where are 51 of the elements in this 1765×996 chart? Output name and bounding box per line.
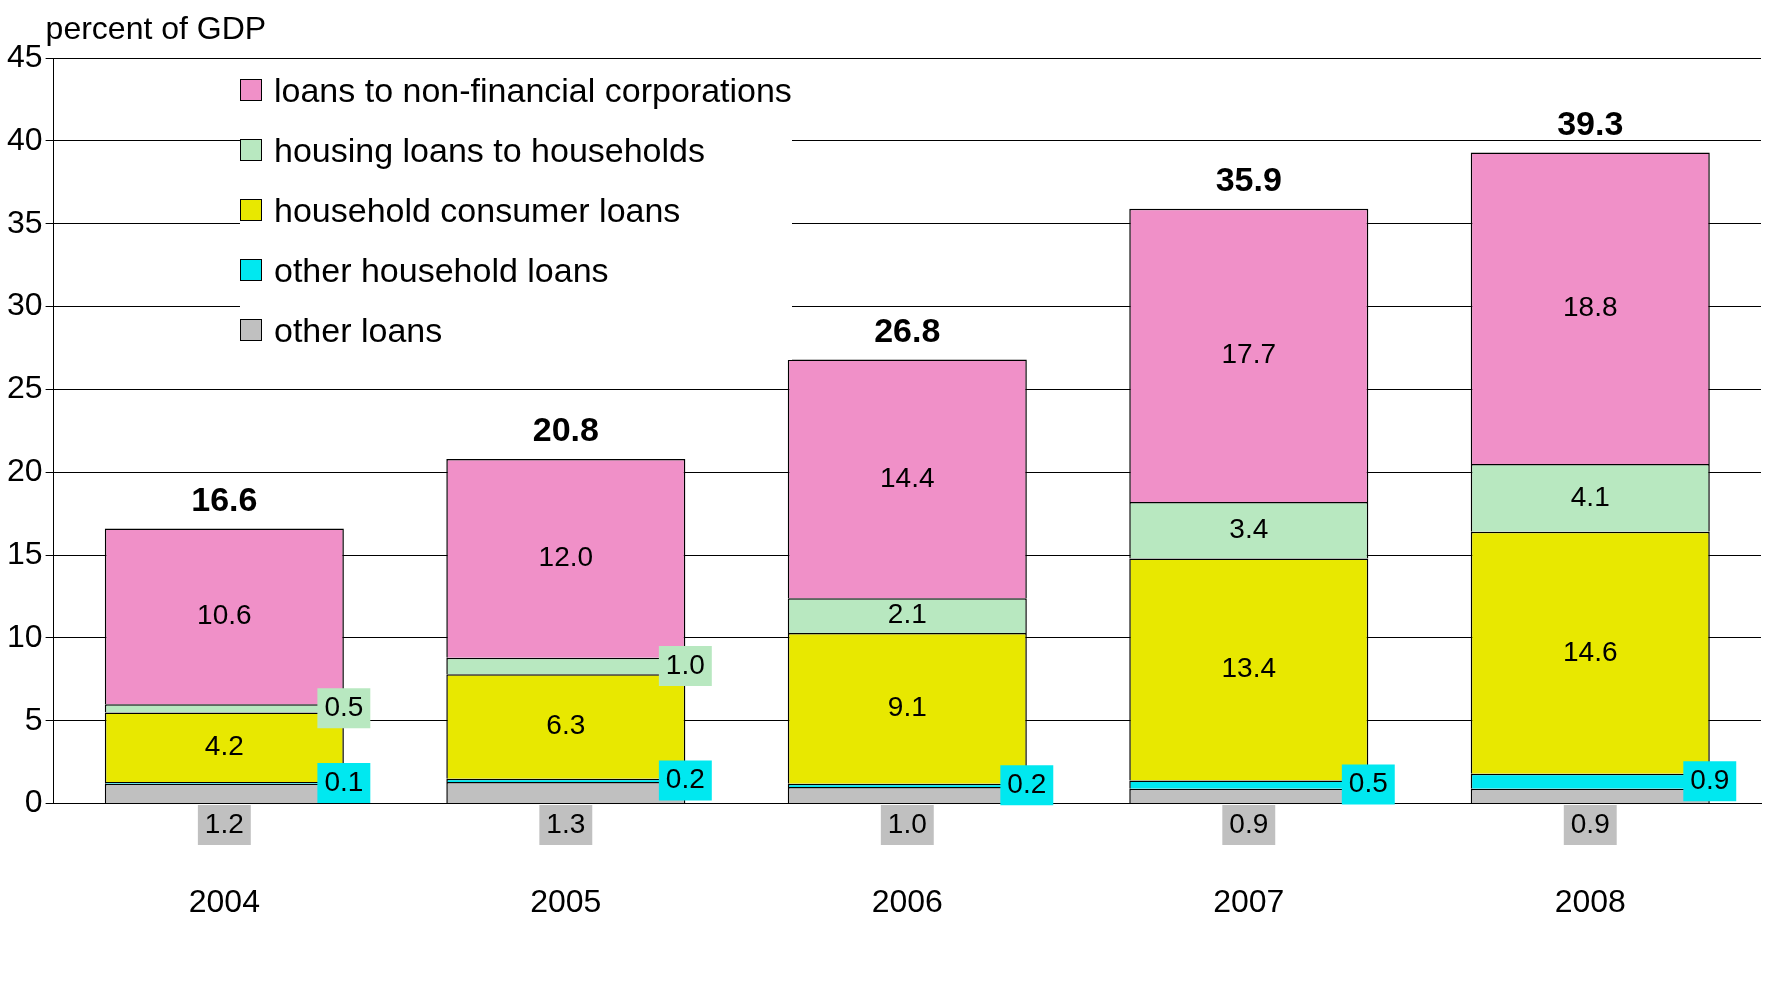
data-label: 6.3 — [546, 709, 586, 741]
data-label: 12.0 — [538, 541, 594, 573]
x-tick-label: 2005 — [530, 882, 602, 919]
y-tick-label: 15 — [7, 534, 43, 571]
legend-label: other household loans — [274, 250, 609, 290]
data-label: 0.9 — [1229, 807, 1269, 839]
legend-label: household consumer loans — [274, 190, 681, 230]
data-label: 14.4 — [880, 461, 935, 493]
legend-label: other loans — [274, 310, 443, 350]
legend-label: housing loans to households — [274, 130, 705, 170]
data-label: 4.2 — [204, 729, 244, 761]
legend-label: loans to non-financial corporations — [274, 70, 792, 110]
total-label: 20.8 — [532, 410, 599, 449]
data-label: 1.0 — [887, 807, 927, 839]
y-tick-label: 10 — [7, 617, 43, 654]
total-label: 26.8 — [874, 310, 941, 349]
data-label: 0.5 — [1348, 767, 1388, 799]
y-tick-label: 30 — [7, 286, 43, 323]
data-label: 0.2 — [1007, 768, 1047, 800]
data-label: 17.7 — [1221, 338, 1277, 370]
data-label: 18.8 — [1563, 290, 1618, 322]
y-axis-title: percent of GDP — [45, 9, 267, 46]
y-tick-label: 45 — [7, 37, 43, 74]
y-tick-label: 40 — [7, 120, 43, 157]
x-tick-label: 2008 — [1554, 882, 1626, 919]
data-label: 1.0 — [665, 648, 705, 680]
total-label: 39.3 — [1557, 103, 1624, 142]
x-tick-label: 2004 — [188, 882, 260, 919]
total-label: 16.6 — [191, 479, 258, 518]
y-tick-label: 20 — [7, 452, 43, 489]
data-label: 14.6 — [1563, 635, 1618, 667]
data-label: 4.1 — [1570, 480, 1610, 512]
data-label: 3.4 — [1229, 512, 1269, 544]
data-label: 1.3 — [546, 807, 586, 839]
data-label: 2.1 — [887, 598, 927, 630]
data-label: 13.4 — [1221, 652, 1277, 684]
y-tick-label: 0 — [24, 783, 43, 820]
total-label: 35.9 — [1215, 160, 1282, 199]
data-label: 0.9 — [1570, 807, 1610, 839]
y-tick-label: 35 — [7, 203, 43, 240]
y-tick-label: 25 — [7, 369, 43, 406]
data-label: 0.9 — [1690, 763, 1730, 795]
x-tick-label: 2007 — [1213, 882, 1285, 919]
x-tick-label: 2006 — [871, 882, 943, 919]
data-label: 9.1 — [887, 691, 927, 723]
data-label: 1.2 — [204, 807, 244, 839]
data-label: 0.1 — [324, 765, 364, 797]
data-label: 10.6 — [197, 599, 252, 631]
data-label: 0.5 — [324, 691, 364, 723]
y-tick-label: 5 — [24, 700, 43, 737]
data-label: 0.2 — [665, 763, 705, 795]
